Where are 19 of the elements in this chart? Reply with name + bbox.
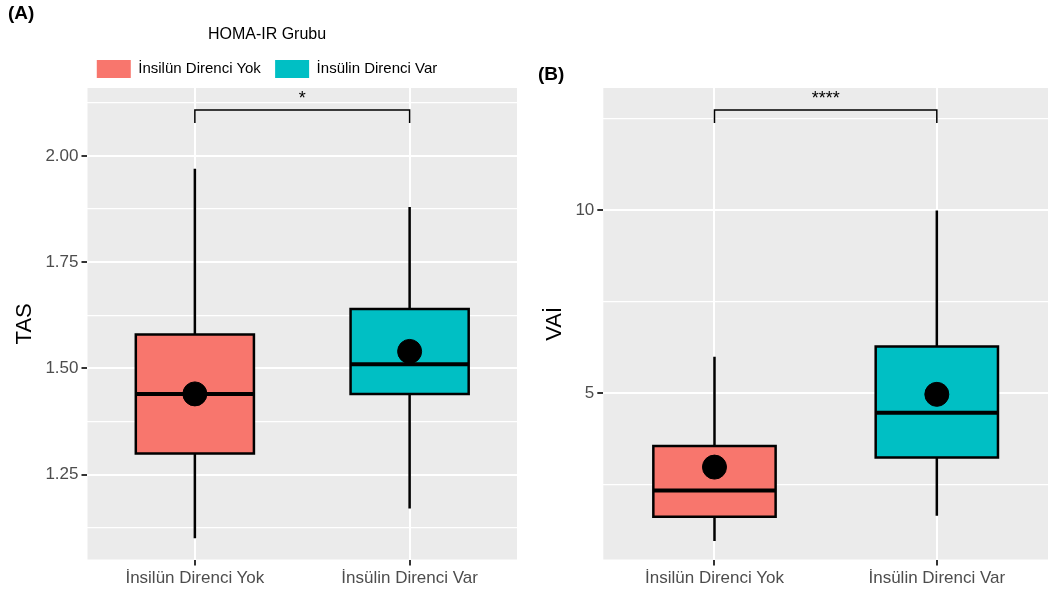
legend-label: İnsülin Direnci Var <box>316 59 438 77</box>
x-tick-label: İnsülin Direnci Var <box>341 568 479 588</box>
y-tick-label: 1.75 <box>45 251 79 271</box>
chart-title: (A) <box>8 1 35 23</box>
x-tick-label: İnsilün Direnci Yok <box>645 568 785 588</box>
annotation: **** <box>811 87 840 108</box>
y-tick-label: 5 <box>584 382 595 402</box>
x-tick-label: İnsilün Direnci Yok <box>125 568 265 588</box>
y-tick-label: 1.50 <box>45 358 79 378</box>
y-tick-label: 10 <box>575 200 595 220</box>
x-tick-label: İnsülin Direnci Var <box>868 568 1006 588</box>
y-axis-title: VAİ <box>541 306 567 341</box>
chart-title: (B) <box>538 62 565 84</box>
y-tick-label: 2.00 <box>45 145 79 165</box>
legend-title: HOMA-IR Grubu <box>207 25 327 43</box>
y-axis-title: TAS <box>11 303 37 345</box>
y-tick-label: 1.25 <box>45 464 79 484</box>
annotation: * <box>298 87 306 108</box>
legend-label: İnsilün Direnci Yok <box>138 59 262 77</box>
